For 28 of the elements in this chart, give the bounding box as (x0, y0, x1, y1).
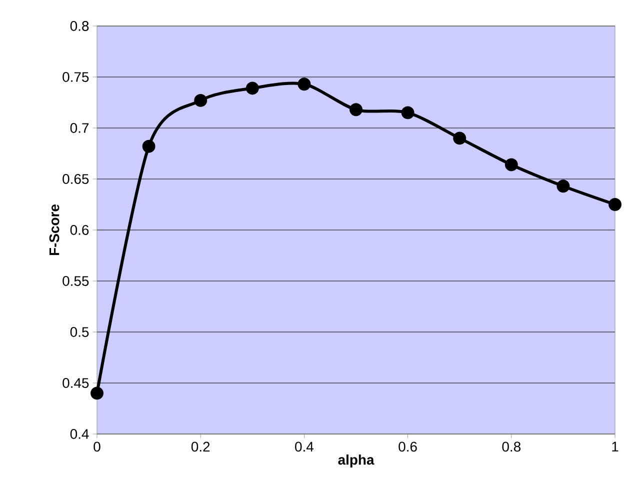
y-tick-label: 0.8 (70, 21, 89, 31)
y-tick-label: 0.4 (70, 429, 89, 439)
x-tick-label: 0.6 (398, 442, 417, 452)
y-tick-label: 0.45 (62, 378, 89, 388)
x-tick-label: 1 (612, 442, 618, 452)
x-tick-label: 0.8 (502, 442, 520, 452)
y-tick-label: 0.6 (70, 225, 89, 235)
point (401, 106, 414, 120)
y-axis-title: F-Score (49, 204, 60, 256)
point (246, 82, 259, 95)
point (298, 78, 311, 91)
point (194, 94, 208, 107)
x-tick-label: 0.4 (295, 442, 314, 452)
y-tick-label: 0.55 (62, 276, 89, 286)
point (142, 140, 156, 153)
point (350, 103, 362, 116)
point (453, 132, 466, 145)
point (608, 198, 622, 211)
point (556, 180, 570, 193)
x-tick-label: 0 (94, 442, 100, 452)
y-tick-label: 0.65 (62, 174, 89, 184)
point (504, 158, 518, 172)
y-tick-label: 0.75 (62, 72, 89, 82)
y-tick-label: 0.7 (70, 123, 89, 133)
x-axis-title: alpha (338, 454, 374, 468)
y-tick-label: 0.5 (70, 327, 89, 337)
x-tick-label: 0.2 (191, 442, 210, 452)
point (90, 386, 104, 400)
